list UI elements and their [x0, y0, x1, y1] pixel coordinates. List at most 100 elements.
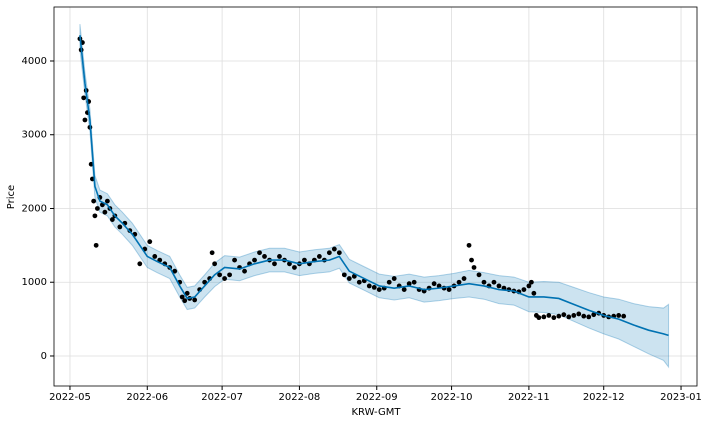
- data-point: [581, 313, 587, 319]
- data-point: [471, 265, 477, 270]
- data-point: [546, 313, 552, 318]
- data-point: [184, 290, 190, 296]
- data-point: [92, 213, 98, 219]
- data-point: [287, 261, 292, 267]
- data-point: [137, 261, 143, 267]
- x-tick-label: 2022-10: [431, 392, 473, 403]
- data-point: [351, 273, 357, 279]
- data-point: [331, 246, 337, 252]
- data-point: [541, 314, 547, 320]
- data-point: [528, 279, 534, 285]
- data-point: [411, 279, 417, 285]
- data-point: [521, 287, 527, 293]
- x-tick-label: 2022-07: [201, 392, 243, 403]
- data-point: [272, 261, 277, 267]
- data-point: [82, 117, 88, 123]
- data-point: [316, 254, 322, 259]
- data-point: [326, 250, 332, 256]
- data-point: [209, 250, 215, 256]
- y-tick-label: 0: [41, 351, 47, 362]
- data-point: [556, 313, 562, 319]
- data-point: [461, 276, 467, 281]
- data-point: [117, 224, 123, 230]
- x-tick-label: 2023-01: [660, 392, 702, 403]
- plot-frame: [53, 6, 698, 387]
- data-point: [217, 272, 223, 278]
- x-axis-label: KRW-GMT: [351, 407, 401, 418]
- data-point: [257, 250, 262, 256]
- y-axis-label: Price: [6, 185, 17, 209]
- data-point: [302, 257, 307, 263]
- data-point: [356, 279, 362, 285]
- data-point: [466, 242, 472, 248]
- data-point: [91, 198, 97, 204]
- data-point: [386, 279, 392, 285]
- data-point: [341, 272, 347, 278]
- data-point: [531, 290, 537, 296]
- data-point: [586, 314, 592, 320]
- data-point: [222, 276, 228, 281]
- data-point: [616, 313, 622, 318]
- x-tick-label: 2022-11: [508, 392, 550, 403]
- data-point: [391, 276, 397, 281]
- data-point: [406, 281, 412, 287]
- data-point: [81, 95, 87, 101]
- data-point: [182, 298, 188, 304]
- data-point: [469, 257, 474, 263]
- data-point: [496, 283, 502, 289]
- data-point: [526, 283, 532, 289]
- y-tick-label: 4000: [22, 56, 47, 67]
- data-point: [576, 311, 582, 317]
- data-point: [446, 287, 452, 293]
- data-point: [242, 268, 247, 274]
- data-point: [292, 265, 297, 270]
- data-point: [192, 297, 198, 303]
- data-point: [346, 276, 352, 281]
- data-point: [102, 209, 108, 215]
- data-point: [152, 254, 158, 259]
- data-point: [93, 242, 99, 248]
- data-point: [376, 287, 382, 293]
- x-tick-label: 2022-05: [49, 392, 91, 403]
- data-point: [566, 314, 572, 320]
- x-tick-label: 2022-12: [583, 392, 625, 403]
- x-tick-label: 2022-06: [126, 392, 168, 403]
- data-point: [262, 254, 267, 259]
- data-point: [366, 283, 372, 289]
- data-point: [371, 284, 377, 290]
- plot-area: [54, 7, 697, 386]
- y-tick-label: 3000: [22, 130, 47, 141]
- data-point: [277, 254, 282, 259]
- data-point: [94, 206, 100, 211]
- data-point: [536, 315, 542, 321]
- x-tick-label: 2022-08: [279, 392, 321, 403]
- data-point: [431, 281, 437, 287]
- data-point: [481, 279, 487, 285]
- data-point: [232, 257, 237, 263]
- data-point: [109, 217, 115, 222]
- data-point: [212, 261, 218, 267]
- data-point: [621, 313, 627, 319]
- y-tick-label: 1000: [22, 277, 47, 288]
- data-point: [252, 257, 257, 263]
- data-point: [227, 272, 232, 278]
- data-point: [456, 279, 462, 285]
- x-tick-label: 2022-09: [356, 392, 398, 403]
- data-point: [179, 294, 185, 300]
- data-point: [571, 313, 577, 318]
- data-point: [172, 268, 178, 274]
- data-point: [591, 312, 597, 318]
- uncertainty-band: [79, 24, 670, 369]
- data-point: [104, 198, 110, 204]
- data-point: [491, 279, 497, 285]
- data-point: [476, 272, 482, 278]
- data-point: [561, 312, 567, 318]
- forecast-line: [79, 35, 669, 337]
- data-point: [336, 250, 342, 256]
- data-point: [551, 315, 557, 321]
- data-point: [157, 257, 163, 263]
- data-point: [147, 239, 153, 245]
- data-point: [436, 283, 442, 289]
- y-tick-label: 2000: [22, 203, 47, 214]
